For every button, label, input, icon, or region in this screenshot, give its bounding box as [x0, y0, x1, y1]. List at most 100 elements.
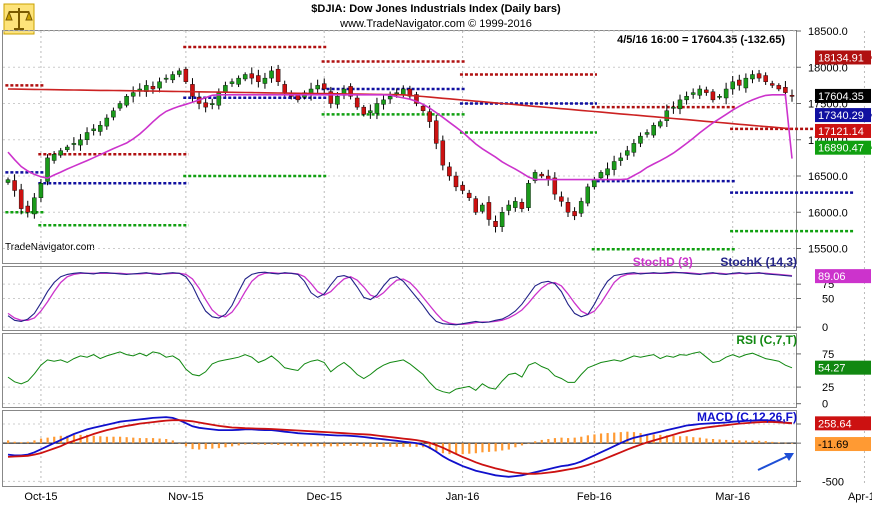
candle-down	[295, 95, 301, 101]
candle-down	[348, 86, 353, 97]
candle-up	[124, 96, 129, 106]
macd-histogram-bar	[408, 443, 412, 447]
macd-histogram-bar	[244, 443, 247, 445]
candle-down	[473, 198, 479, 213]
macd-histogram-bar	[46, 437, 49, 444]
macd-histogram-bar	[382, 443, 385, 447]
candle-down	[18, 189, 24, 209]
candle-up	[5, 179, 11, 183]
candle-up	[374, 103, 380, 114]
macd-histogram-bar	[731, 439, 734, 444]
candle-up	[671, 106, 676, 109]
value-tag-label: 54.27	[818, 363, 846, 375]
macd-histogram-bar	[586, 435, 589, 444]
value-tag-box	[815, 416, 871, 431]
candle-up	[58, 150, 63, 156]
candle-up	[91, 128, 96, 131]
macd-histogram-bar	[481, 443, 484, 453]
candle-down	[565, 202, 571, 213]
candle-up	[242, 74, 248, 80]
value-tag-box	[815, 437, 871, 452]
moving-averages	[7, 88, 793, 181]
macd-histogram-bar	[468, 443, 471, 454]
candle-down	[12, 180, 17, 191]
candle-up	[532, 172, 538, 181]
candle-up	[657, 121, 663, 127]
macd-histogram-bar	[231, 443, 234, 447]
candle-up	[664, 110, 670, 121]
candle-down	[190, 84, 195, 97]
macd-histogram-bar	[86, 434, 89, 444]
indicator-tick-label: 50	[822, 294, 834, 306]
macd-histogram-bar	[494, 443, 497, 452]
macd-histogram-bar	[138, 438, 141, 444]
candle-up	[51, 154, 57, 161]
candle-down	[493, 221, 498, 227]
candle-down	[420, 105, 426, 111]
macd-histogram-bar	[158, 438, 161, 444]
macd-histogram-bar	[375, 443, 379, 447]
macd-histogram-bar	[679, 436, 682, 444]
candle-up	[117, 103, 123, 109]
indicator-legend-label: RSI (C,7,T)	[736, 333, 797, 347]
indicator-legend-label: StochK (14,3)	[720, 255, 797, 269]
candle-up	[723, 88, 729, 99]
macd-histogram-bar	[178, 443, 181, 444]
macd-histogram-bar	[389, 443, 392, 447]
value-tag-label: 16890.47	[818, 143, 864, 155]
candle-down	[328, 91, 334, 104]
macd-histogram-bar	[777, 442, 781, 444]
value-tag-box	[815, 108, 871, 123]
candle-down	[783, 87, 788, 93]
indicator-legend-label: MACD (C,12,26,F)	[697, 410, 797, 424]
candle-down	[704, 89, 709, 93]
macd-histogram-bar	[92, 435, 95, 444]
candle-up	[697, 88, 703, 96]
macd-histogram-bar	[718, 439, 721, 444]
macd-histogram-bar	[329, 443, 333, 447]
macd-histogram-bar	[613, 432, 616, 444]
value-tag-label: 89.06	[818, 271, 846, 283]
macd-histogram-bar	[191, 443, 194, 450]
trend-arrow-icon	[757, 453, 794, 471]
macd-histogram-bar	[277, 443, 280, 445]
candle-up	[269, 70, 274, 79]
chart-subtitle: www.TradeNavigator.com © 1999-2016	[339, 18, 532, 30]
indicator-lines	[3, 271, 796, 478]
value-tag-label: -11.69	[818, 439, 848, 451]
candle-up	[368, 110, 373, 113]
candle-down	[486, 202, 492, 220]
macd-histogram-bar	[20, 442, 23, 444]
candle-up	[690, 92, 696, 95]
candle-up	[97, 125, 103, 132]
rsi-line	[7, 351, 793, 394]
macd-histogram-bar	[507, 443, 510, 450]
candle-down	[321, 83, 327, 90]
candle-up	[38, 183, 44, 198]
macd-histogram-bar	[514, 443, 517, 448]
candle-down	[453, 175, 459, 188]
candle-up	[513, 201, 518, 208]
macd-histogram-bar	[705, 438, 708, 444]
candle-up	[611, 161, 617, 170]
candle-up	[499, 212, 505, 227]
candle-down	[256, 75, 261, 82]
macd-histogram-bar	[448, 443, 451, 455]
candle-down	[282, 84, 287, 93]
macd-histogram-bar	[263, 443, 267, 445]
candle-down	[776, 85, 782, 90]
macd-histogram-bar	[580, 436, 583, 444]
macd-histogram-bar	[349, 443, 352, 446]
moving-average-magenta	[7, 94, 793, 181]
macd-histogram-bar	[323, 443, 326, 447]
macd-histogram-bar	[26, 441, 29, 444]
candle-down	[183, 68, 189, 82]
candle-down	[737, 79, 742, 86]
macd-histogram-bar	[435, 443, 438, 451]
macd-histogram-bar	[606, 433, 609, 444]
candle-up	[526, 183, 531, 208]
candle-up	[625, 150, 630, 156]
macd-histogram-bar	[758, 440, 761, 444]
macd-histogram-bar	[527, 443, 530, 444]
macd-histogram-bar	[303, 443, 306, 447]
